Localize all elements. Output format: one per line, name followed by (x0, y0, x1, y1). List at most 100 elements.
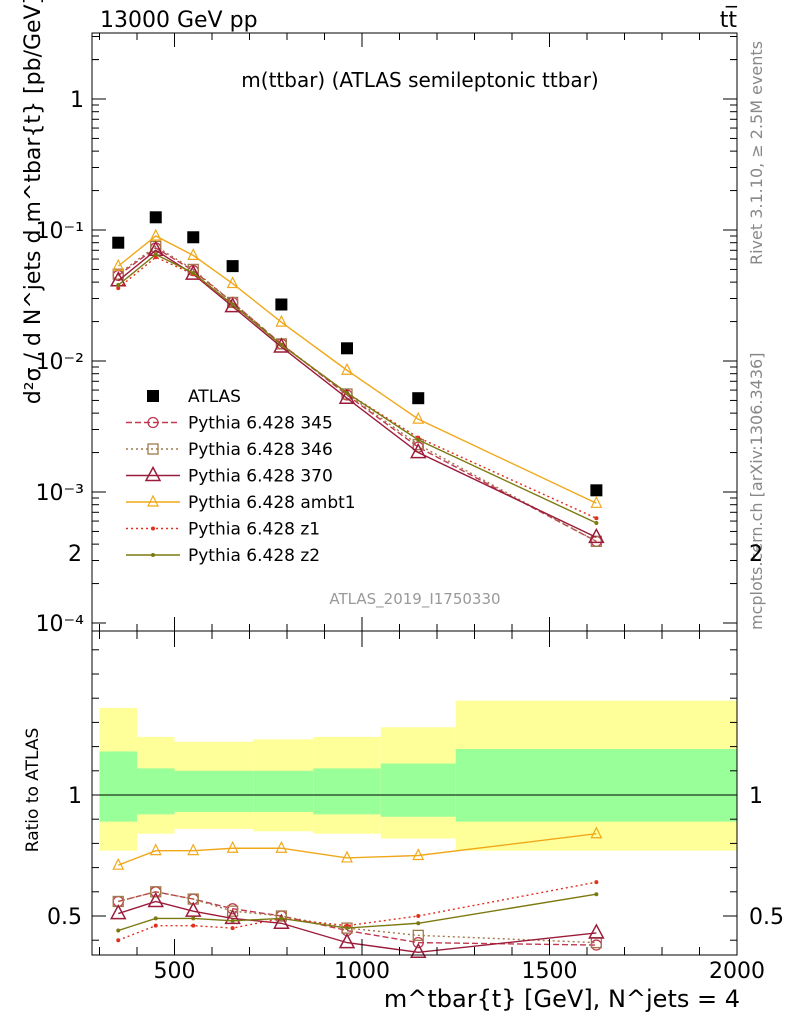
series-0 (112, 211, 603, 497)
x-tick-label: 1500 (522, 959, 578, 984)
main-series-layer (109, 211, 605, 548)
ratio-point (149, 843, 162, 856)
analysis-tag: ATLAS_2019_I1750330 (329, 590, 500, 609)
legend-label: Pythia 6.428 370 (188, 467, 333, 487)
legend-entry: ATLAS (147, 387, 241, 407)
ratio-point (116, 928, 121, 933)
data-point (224, 297, 241, 313)
legend-entry: Pythia 6.428 ambt1 (126, 493, 356, 513)
header-process-label: tt̅ (720, 6, 738, 33)
data-point (230, 302, 235, 307)
data-point (226, 276, 239, 289)
ratio-line (117, 881, 597, 941)
data-point (226, 260, 239, 273)
ratio-y-tick-label-right: 2 (749, 542, 763, 567)
ratio-point (187, 843, 200, 856)
ratio-axis-ticks: 0.5 0.5 1 1 2 2 500 1000 1500 2000 (47, 542, 784, 984)
ratio-point (590, 826, 603, 839)
header-energy-label: 13000 GeV pp (100, 8, 258, 33)
main-y-tick-label: 10⁻⁴ (36, 612, 85, 637)
ratio-point (224, 908, 241, 925)
legend-label: ATLAS (188, 387, 241, 407)
main-axis-ticks: 1 10⁻¹ 10⁻² 10⁻³ 10⁻⁴ (36, 33, 738, 637)
legend-marker (151, 553, 155, 557)
legend-marker (147, 416, 159, 429)
main-frame (91, 32, 738, 632)
green-band (99, 751, 137, 822)
green-band (137, 768, 175, 815)
ratio-point (594, 892, 599, 897)
green-band (380, 763, 456, 817)
ratio-point (409, 942, 427, 959)
ratio-point (191, 916, 196, 921)
ratio-point (273, 913, 290, 930)
data-point (273, 337, 290, 353)
data-point (338, 388, 356, 404)
series-line (117, 253, 597, 524)
legend-entry: Pythia 6.428 346 (126, 440, 333, 460)
series-2 (112, 240, 603, 548)
legend-marker (147, 443, 159, 455)
ratio-point (412, 848, 425, 861)
legend-marker (147, 390, 159, 402)
ratio-point (184, 901, 202, 917)
ratio-point (191, 923, 196, 928)
ratio-point (279, 916, 284, 921)
ratio-y-tick-label: 0.5 (47, 905, 82, 930)
main-y-tick-label: 10⁻³ (36, 481, 84, 506)
legend-marker (151, 526, 155, 531)
ratio-y-tick-label: 2 (68, 542, 82, 567)
ratio-point (230, 926, 235, 931)
ratio-point (416, 914, 421, 918)
ratio-series-layer (109, 826, 605, 959)
legend: ATLAS Pythia 6.428 345 Pythia 6.428 346 Pyt… (126, 387, 356, 566)
data-point (412, 392, 425, 405)
ratio-point (147, 891, 165, 908)
series-1 (112, 242, 603, 548)
ratio-point (153, 916, 158, 921)
legend-entry: Pythia 6.428 z1 (126, 520, 320, 540)
ratio-series-5 (116, 892, 599, 933)
green-band (212, 770, 254, 812)
ratio-y-tick-label-right: 0.5 (749, 905, 784, 930)
ratio-point (109, 903, 127, 920)
data-point (594, 516, 599, 521)
ratio-point (116, 938, 121, 943)
data-point (149, 228, 162, 241)
ratio-point (338, 933, 356, 949)
ratio-point (412, 936, 424, 949)
data-point (275, 314, 288, 327)
ratio-line (118, 893, 597, 932)
ratio-y-axis-label: Ratio to ATLAS (23, 728, 43, 853)
data-point (149, 211, 162, 224)
legend-label: Pythia 6.428 z1 (188, 520, 320, 540)
main-panel: 1 10⁻¹ 10⁻² 10⁻³ 10⁻⁴ m(ttbar) (ATLAS semile… (21, 0, 738, 637)
data-point (112, 236, 125, 249)
data-point (279, 342, 284, 347)
ratio-point (112, 857, 125, 870)
ratio-point (341, 850, 353, 863)
ratio-point (230, 918, 235, 923)
ratio-series-1 (112, 886, 603, 949)
ratio-point (153, 923, 158, 928)
green-band (174, 770, 212, 812)
ratio-point (150, 886, 162, 898)
mcplots-label: mcplots.cern.ch [arXiv:1306.3436] (747, 353, 766, 630)
main-title: m(ttbar) (ATLAS semileptonic ttbar) (241, 68, 598, 92)
green-band (313, 768, 381, 815)
series-line (117, 245, 597, 542)
data-point (191, 270, 196, 275)
ratio-line (118, 900, 597, 954)
legend-marker (144, 465, 162, 482)
legend-label: Pythia 6.428 ambt1 (188, 493, 356, 513)
data-point (187, 248, 200, 260)
ratio-point (412, 929, 424, 942)
x-tick-label: 2000 (709, 959, 765, 984)
data-point (594, 520, 599, 525)
legend-entry: Pythia 6.428 345 (126, 414, 333, 434)
data-point (116, 286, 121, 291)
x-axis-label: m^tbar{t} [GeV], N^jets = 4 (384, 985, 740, 1013)
ratio-point (226, 905, 239, 917)
data-point (341, 342, 353, 355)
